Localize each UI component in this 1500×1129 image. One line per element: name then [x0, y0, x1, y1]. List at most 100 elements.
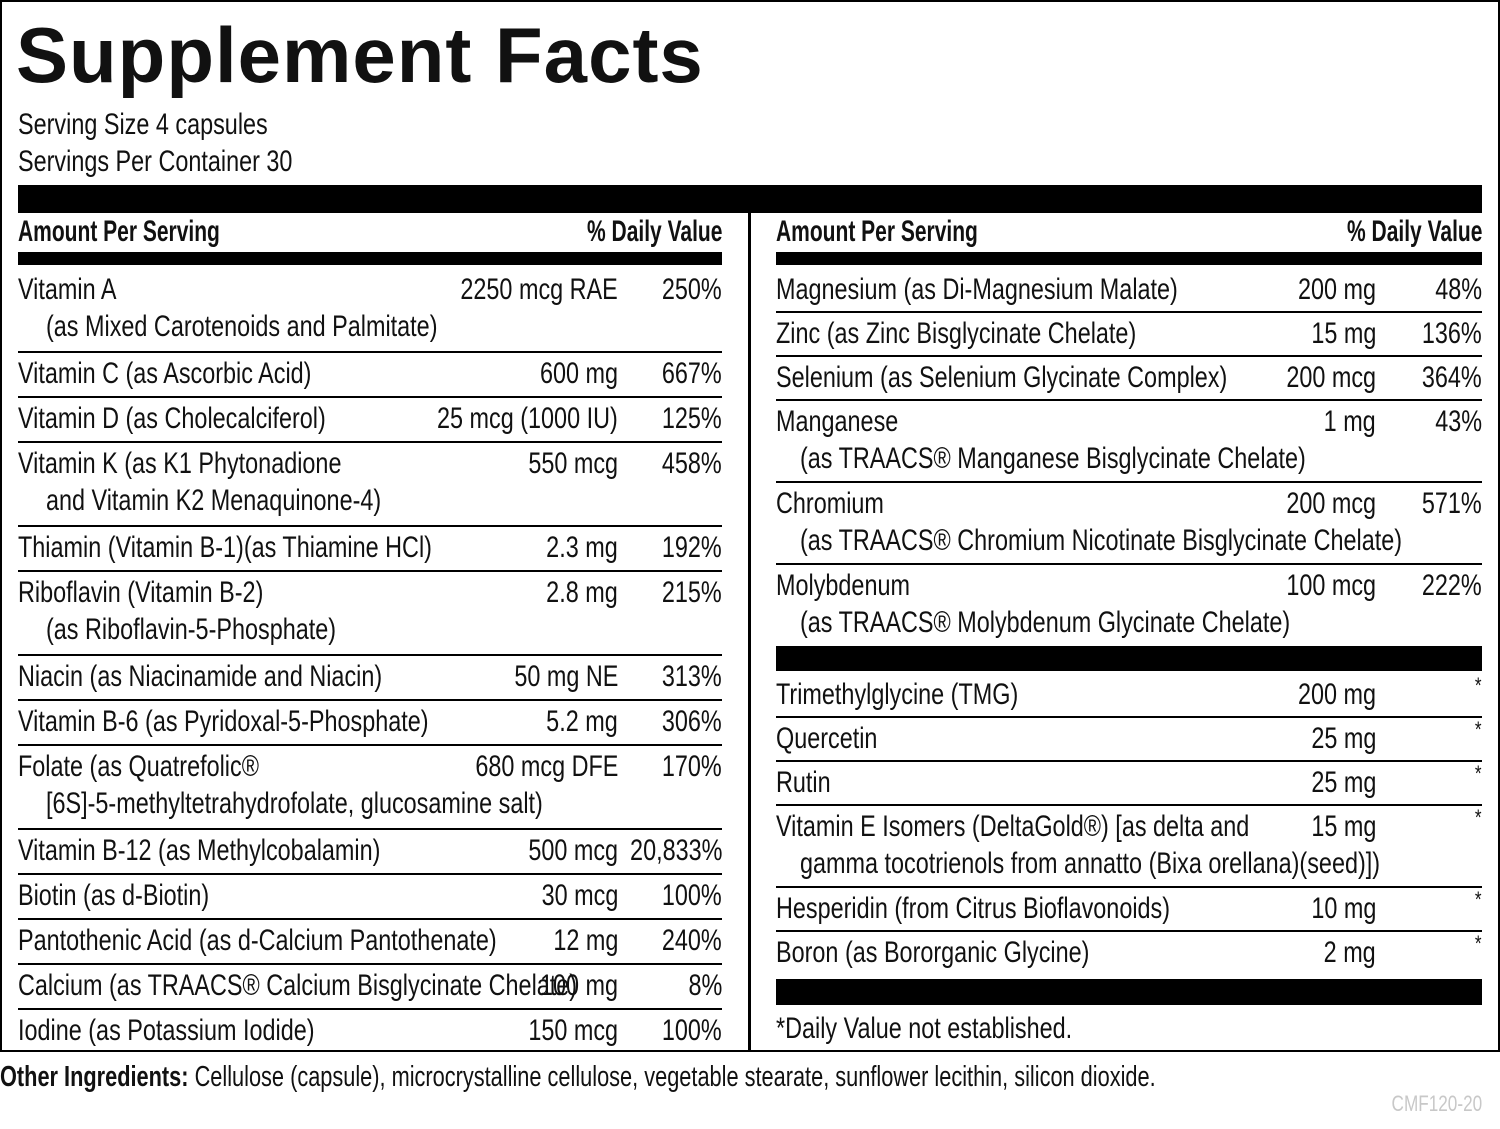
daily-value: 306% — [662, 705, 722, 738]
frame — [0, 0, 1500, 1052]
nutrient-name: Manganese — [776, 405, 899, 438]
nutrient-detail: gamma tocotrienols from annatto (Bixa or… — [800, 847, 1381, 880]
row-rule — [18, 963, 722, 965]
daily-value: 48% — [1435, 273, 1482, 306]
amount: 2250 mcg RAE — [460, 273, 618, 306]
header-daily-value: % Daily Value — [1346, 215, 1482, 248]
amount: 200 mg — [1297, 678, 1376, 711]
nutrient-name: Quercetin — [776, 722, 878, 755]
row-rule — [18, 918, 722, 920]
amount: 2.8 mg — [546, 576, 618, 609]
nutrient-name: Riboflavin (Vitamin B-2) — [18, 576, 264, 609]
daily-value: 364% — [1422, 361, 1482, 394]
daily-value: * — [1475, 761, 1482, 786]
row-rule — [18, 1008, 722, 1010]
nutrient-name: Vitamin K (as K1 Phytonadione — [18, 447, 342, 480]
nutrient-name: Vitamin B-6 (as Pyridoxal-5-Phosphate) — [18, 705, 429, 738]
row-rule — [776, 804, 1482, 806]
daily-value: * — [1475, 673, 1482, 698]
row-rule — [776, 930, 1482, 932]
amount: 5.2 mg — [546, 705, 618, 738]
nutrient-name: Iodine (as Potassium Iodide) — [18, 1014, 315, 1047]
amount: 600 mg — [539, 357, 618, 390]
daily-value: 20,833% — [629, 834, 722, 867]
row-rule — [18, 396, 722, 398]
amount: 500 mcg — [528, 834, 618, 867]
row-rule — [18, 744, 722, 746]
nutrient-detail: (as TRAACS® Chromium Nicotinate Bisglyci… — [800, 524, 1403, 557]
other-ingredients-label: Other Ingredients: — [0, 1061, 189, 1093]
header-amount: Amount Per Serving — [776, 215, 978, 248]
nutrient-name: Rutin — [776, 766, 831, 799]
nutrient-name: Hesperidin (from Citrus Bioflavonoids) — [776, 892, 1171, 925]
header-bar — [18, 252, 722, 265]
servings-per-container: Servings Per Container 30 — [18, 145, 293, 178]
nutrient-name: Molybdenum — [776, 569, 910, 602]
top-bar — [18, 185, 1482, 213]
amount: 15 mg — [1310, 810, 1376, 843]
header-bar — [776, 252, 1482, 265]
amount: 10 mg — [1310, 892, 1376, 925]
amount: 100 mg — [539, 969, 618, 1002]
other-ingredients-text: Cellulose (capsule), microcrystalline ce… — [194, 1061, 1156, 1093]
amount: 2.3 mg — [546, 531, 618, 564]
daily-value: * — [1475, 717, 1482, 742]
nutrient-detail: (as Mixed Carotenoids and Palmitate) — [46, 310, 438, 343]
daily-value: 458% — [662, 447, 722, 480]
header-amount: Amount Per Serving — [18, 215, 220, 248]
footnote: *Daily Value not established. — [776, 1012, 1073, 1045]
nutrient-name: Niacin (as Niacinamide and Niacin) — [18, 660, 383, 693]
row-rule — [18, 570, 722, 572]
row-rule — [18, 654, 722, 656]
row-rule — [18, 873, 722, 875]
nutrient-name: Selenium (as Selenium Glycinate Complex) — [776, 361, 1228, 394]
amount: 25 mg — [1310, 722, 1376, 755]
nutrient-detail: (as TRAACS® Molybdenum Glycinate Chelate… — [800, 606, 1291, 639]
daily-value: 100% — [662, 1014, 722, 1047]
nutrient-detail: and Vitamin K2 Menaquinone-4) — [46, 484, 382, 517]
nutrient-name: Trimethylglycine (TMG) — [776, 678, 1019, 711]
daily-value: 8% — [688, 969, 722, 1002]
row-rule — [18, 351, 722, 353]
amount: 25 mcg (1000 IU) — [437, 402, 618, 435]
daily-value: 250% — [662, 273, 722, 306]
nutrient-name: Magnesium (as Di-Magnesium Malate) — [776, 273, 1178, 306]
amount: 680 mcg DFE — [474, 750, 618, 783]
section-bar — [776, 979, 1482, 1005]
daily-value: 571% — [1422, 487, 1482, 520]
nutrient-name: Thiamin (Vitamin B-1)(as Thiamine HCl) — [18, 531, 432, 564]
daily-value: 313% — [662, 660, 722, 693]
row-rule — [776, 886, 1482, 888]
amount: 2 mg — [1323, 936, 1376, 969]
amount: 550 mcg — [528, 447, 618, 480]
nutrient-name: Vitamin B-12 (as Methylcobalamin) — [18, 834, 381, 867]
section-bar — [776, 646, 1482, 671]
amount: 100 mcg — [1286, 569, 1376, 602]
row-rule — [776, 355, 1482, 357]
daily-value: 215% — [662, 576, 722, 609]
amount: 150 mcg — [528, 1014, 618, 1047]
amount: 12 mg — [552, 924, 618, 957]
row-rule — [18, 441, 722, 443]
header-daily-value: % Daily Value — [586, 215, 722, 248]
nutrient-name: Chromium — [776, 487, 884, 520]
amount: 200 mg — [1297, 273, 1376, 306]
daily-value: 125% — [662, 402, 722, 435]
amount: 30 mcg — [541, 879, 618, 912]
nutrient-name: Biotin (as d-Biotin) — [18, 879, 210, 912]
nutrient-name: Vitamin A — [18, 273, 117, 306]
daily-value: 43% — [1435, 405, 1482, 438]
nutrient-name: Calcium (as TRAACS® Calcium Bisglycinate… — [18, 969, 578, 1002]
amount: 25 mg — [1310, 766, 1376, 799]
other-ingredients: Other Ingredients: Cellulose (capsule), … — [0, 1060, 1156, 1094]
nutrient-name: Vitamin E Isomers (DeltaGold®) [as delta… — [776, 810, 1250, 843]
nutrient-name: Zinc (as Zinc Bisglycinate Chelate) — [776, 317, 1137, 350]
amount: 1 mg — [1323, 405, 1376, 438]
row-rule — [776, 481, 1482, 483]
nutrient-detail: (as Riboflavin-5-Phosphate) — [46, 613, 337, 646]
title: Supplement Facts — [16, 11, 704, 99]
daily-value: * — [1475, 931, 1482, 956]
amount: 200 mcg — [1286, 487, 1376, 520]
amount: 15 mg — [1310, 317, 1376, 350]
